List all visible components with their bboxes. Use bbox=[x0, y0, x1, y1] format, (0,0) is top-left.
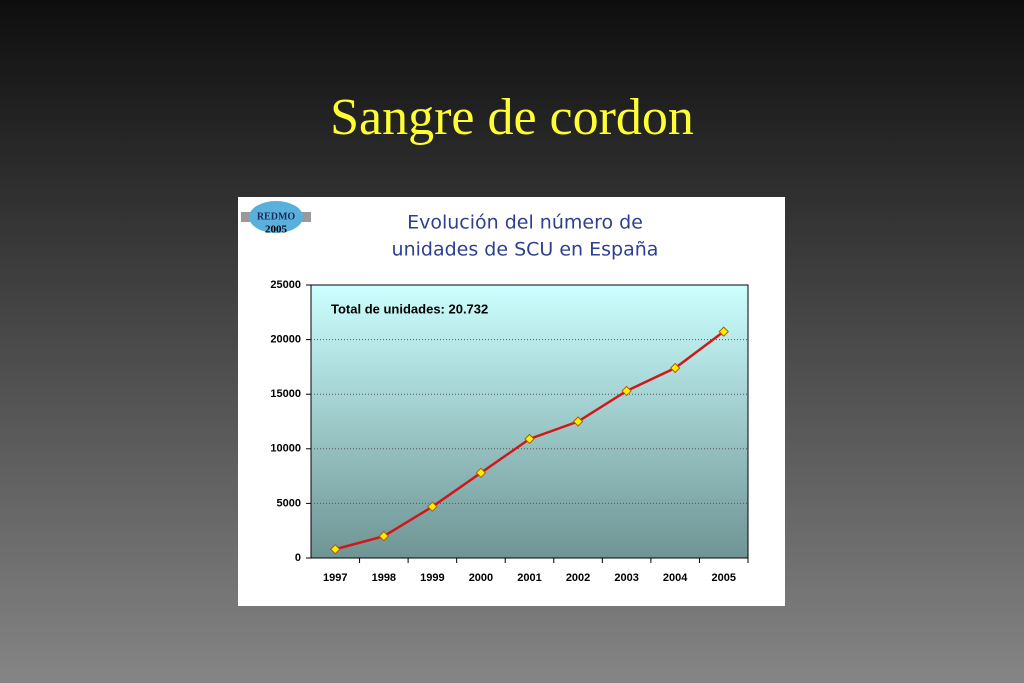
x-tick-label: 2000 bbox=[469, 572, 493, 584]
chart-title: unidades de SCU en España bbox=[392, 239, 659, 261]
data-point bbox=[427, 501, 438, 512]
logo-ellipse bbox=[249, 201, 303, 233]
y-tick-label: 15000 bbox=[270, 388, 301, 400]
x-tick-label: 2001 bbox=[517, 572, 541, 584]
logo-name: REDMO bbox=[257, 211, 296, 222]
x-tick-label: 2002 bbox=[566, 572, 590, 584]
y-tick-label: 0 bbox=[295, 552, 301, 564]
data-point bbox=[669, 362, 681, 374]
x-tick-label: 2003 bbox=[614, 572, 638, 584]
data-point bbox=[572, 416, 584, 427]
logo: REDMO 2005 bbox=[241, 201, 311, 236]
data-point bbox=[524, 433, 535, 445]
x-tick-label: 1999 bbox=[420, 572, 444, 584]
chart-title: Evolución del número de bbox=[407, 212, 643, 234]
plot-area bbox=[310, 284, 749, 559]
y-tick-label: 10000 bbox=[270, 443, 301, 455]
annotation: Total de unidades: 20.732 bbox=[331, 301, 488, 316]
y-tick-label: 20000 bbox=[270, 334, 301, 346]
slide-title: Sangre de cordon bbox=[330, 89, 694, 146]
x-tick-label: 2005 bbox=[711, 572, 735, 584]
y-tick-label: 25000 bbox=[270, 279, 301, 291]
data-point bbox=[378, 530, 390, 542]
data-point bbox=[621, 385, 632, 397]
x-tick-label: 1997 bbox=[323, 572, 347, 584]
y-tick-label: 5000 bbox=[277, 497, 301, 509]
x-tick-label: 2004 bbox=[663, 572, 688, 584]
data-point bbox=[718, 326, 729, 337]
x-tick-label: 1998 bbox=[372, 572, 396, 584]
data-point bbox=[475, 467, 487, 479]
logo-year: 2005 bbox=[265, 224, 288, 236]
data-point bbox=[330, 544, 341, 555]
